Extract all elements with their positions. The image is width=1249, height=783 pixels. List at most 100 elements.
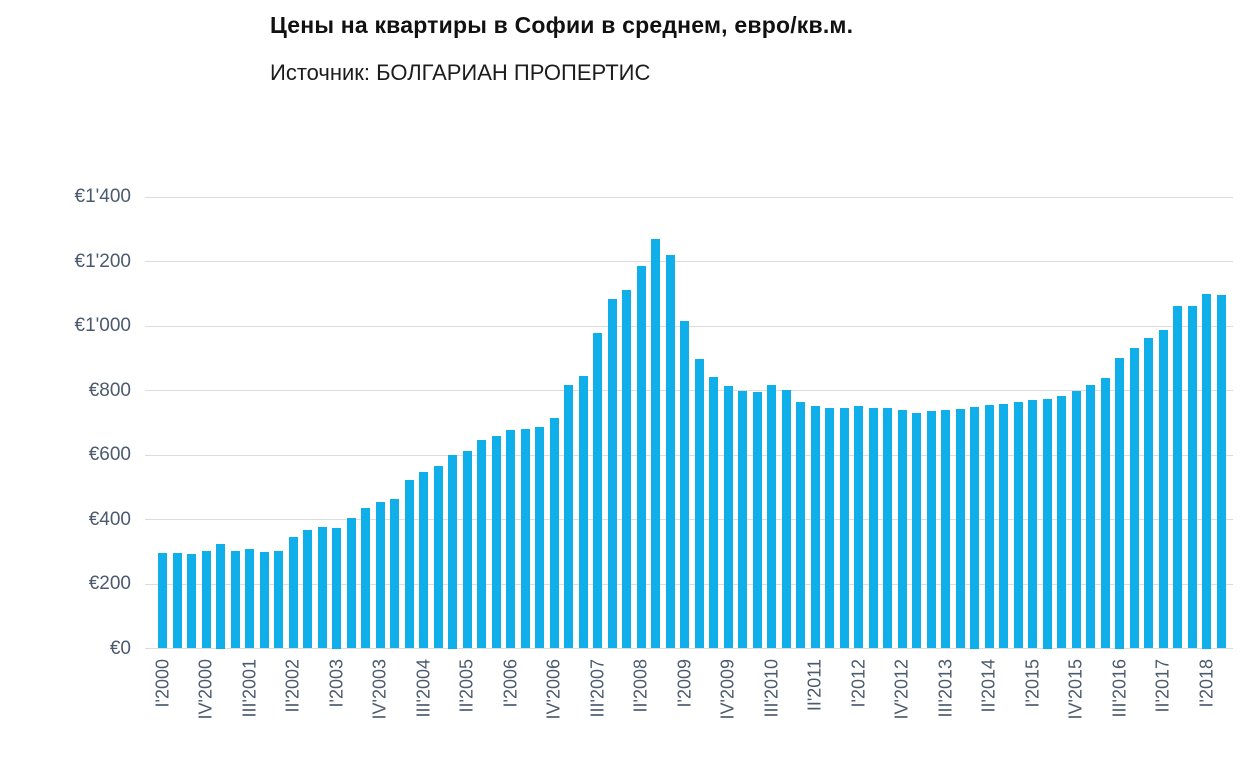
bar-III'2005[interactable]	[477, 440, 486, 649]
bar-III'2001[interactable]	[245, 548, 254, 649]
x-axis-tick-label: II'2011	[804, 658, 825, 711]
bar-II'2007[interactable]	[578, 375, 588, 649]
bar-II'2016[interactable]	[1100, 377, 1110, 649]
bar-I'2003[interactable]	[332, 527, 341, 649]
bar-I'2002[interactable]	[274, 551, 283, 649]
gridline	[145, 583, 1233, 585]
bar-III'2002[interactable]	[303, 530, 312, 649]
bar-I'2008[interactable]	[622, 290, 631, 649]
bar-II'2011[interactable]	[810, 405, 820, 649]
bar-I'2001[interactable]	[216, 543, 225, 649]
bar-I'2017[interactable]	[1144, 337, 1153, 649]
bar-III'2008[interactable]	[651, 238, 660, 649]
bar-II'2000[interactable]	[172, 553, 182, 649]
bar-I'2005[interactable]	[448, 455, 457, 649]
bar-III'2010[interactable]	[767, 384, 776, 649]
bar-IV'2009[interactable]	[723, 385, 733, 649]
x-axis-tick-label: III'2007	[587, 658, 607, 717]
x-axis-tick-label: IV'2003	[369, 658, 390, 720]
bar-IV'2015[interactable]	[1071, 391, 1081, 649]
bar-I'2009[interactable]	[680, 320, 689, 649]
x-axis-tick-label: I'2000	[152, 658, 172, 707]
bar-III'2000[interactable]	[187, 554, 196, 649]
x-axis-tick-label: I'2003	[326, 658, 346, 707]
bar-IV'2008[interactable]	[665, 254, 675, 649]
bar-II'2003[interactable]	[346, 517, 356, 649]
bar-IV'2003[interactable]	[375, 501, 385, 649]
bar-I'2015[interactable]	[1028, 400, 1037, 649]
bar-III'2016[interactable]	[1115, 358, 1124, 649]
x-axis-tick-label: II'2002	[282, 658, 303, 712]
bar-IV'2000[interactable]	[201, 551, 211, 649]
bar-III'2013[interactable]	[941, 409, 950, 649]
x-axis-tick-label: IV'2006	[543, 658, 564, 720]
bar-III'2012[interactable]	[883, 408, 892, 649]
bar-III'2017[interactable]	[1173, 306, 1182, 649]
x-axis-tick-label: I'2018	[1196, 658, 1216, 707]
bar-I'2012[interactable]	[854, 405, 863, 649]
x-axis-tick-label: III'2010	[761, 658, 781, 717]
bar-IV'2006[interactable]	[549, 418, 559, 649]
bar-III'2003[interactable]	[361, 508, 370, 649]
bar-IV'2002[interactable]	[317, 526, 327, 649]
bar-I'2010[interactable]	[738, 391, 747, 649]
bar-IV'2004[interactable]	[433, 465, 443, 649]
bar-II'2002[interactable]	[288, 536, 298, 649]
bar-IV'2014[interactable]	[1013, 402, 1023, 649]
bar-II'2004[interactable]	[404, 480, 414, 649]
bar-I'2011[interactable]	[796, 401, 805, 649]
x-axis-tick-label: II'2017	[1152, 658, 1173, 712]
bar-III'2006[interactable]	[535, 426, 544, 649]
bar-IV'2016[interactable]	[1129, 347, 1139, 649]
bar-II'2005[interactable]	[462, 451, 472, 649]
bar-II'2010[interactable]	[752, 391, 762, 649]
bar-III'2014[interactable]	[999, 404, 1008, 649]
gridline	[145, 325, 1233, 327]
bar-III'2011[interactable]	[825, 408, 834, 649]
bar-II'2001[interactable]	[230, 550, 240, 649]
bar-IV'2011[interactable]	[839, 407, 849, 649]
x-axis-tick-label: III'2016	[1109, 658, 1129, 717]
bar-II'2008[interactable]	[636, 266, 646, 649]
bar-IV'2017[interactable]	[1187, 305, 1197, 649]
bar-II'2014[interactable]	[984, 405, 994, 649]
bar-II'2013[interactable]	[926, 411, 936, 649]
bar-II'2017[interactable]	[1158, 329, 1168, 649]
bar-I'2013[interactable]	[912, 412, 921, 649]
bar-I'2014[interactable]	[970, 406, 979, 649]
x-axis-tick-label: III'2013	[935, 658, 955, 717]
bar-I'2007[interactable]	[564, 385, 573, 649]
bar-IV'2010[interactable]	[781, 389, 791, 649]
y-axis-tick-label: €1'000	[74, 315, 131, 336]
bar-IV'2005[interactable]	[491, 435, 501, 649]
bar-IV'2013[interactable]	[955, 408, 965, 649]
y-axis-tick-label: €1'200	[74, 250, 131, 272]
bar-III'2007[interactable]	[593, 333, 602, 649]
x-axis-tick-label: I'2012	[848, 658, 868, 707]
x-axis-tick-label: I'2006	[500, 658, 520, 707]
x-axis-tick-label: III'2001	[239, 658, 259, 717]
bar-II'2006[interactable]	[520, 428, 530, 649]
bar-I'2018[interactable]	[1202, 293, 1211, 649]
bar-I'2016[interactable]	[1086, 384, 1095, 649]
bar-III'2009[interactable]	[709, 376, 718, 649]
bar-IV'2007[interactable]	[607, 298, 617, 649]
bar-II'2018[interactable]	[1216, 294, 1226, 649]
x-axis-tick-label: II'2005	[456, 658, 477, 712]
bar-II'2009[interactable]	[694, 358, 704, 649]
x-axis-tick-label: IV'2012	[891, 658, 912, 720]
bar-III'2015[interactable]	[1057, 395, 1066, 649]
x-axis-tick-label: I'2009	[674, 658, 694, 707]
bar-I'2004[interactable]	[390, 498, 399, 649]
bar-I'2000[interactable]	[158, 552, 167, 649]
bar-II'2012[interactable]	[868, 407, 878, 649]
x-axis-tick-label: III'2004	[413, 658, 433, 717]
y-axis: €0 €200 €400 €600 €800 €1'000 €1'200 €1'400	[0, 186, 131, 659]
bar-IV'2012[interactable]	[897, 409, 907, 649]
y-axis-tick-label: €1'400	[74, 186, 131, 207]
bar-I'2006[interactable]	[506, 429, 515, 649]
bar-IV'2001[interactable]	[259, 552, 269, 649]
bar-III'2004[interactable]	[419, 472, 428, 649]
bar-II'2015[interactable]	[1042, 398, 1052, 649]
